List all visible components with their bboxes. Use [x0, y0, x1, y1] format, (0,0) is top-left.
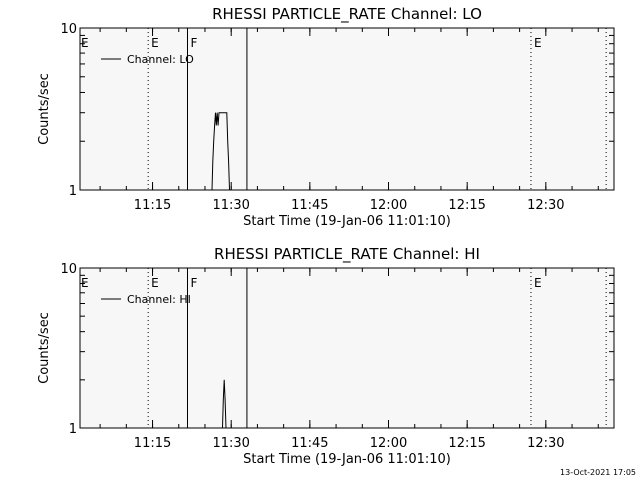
y-tick-label: 1	[69, 422, 77, 437]
marker-label: E	[534, 276, 542, 290]
x-tick-label: 12:00	[370, 436, 407, 451]
y-axis-label: Counts/sec	[37, 73, 52, 145]
x-tick-label: 12:15	[448, 436, 485, 451]
plot-area	[80, 268, 614, 428]
x-tick-label: 11:45	[291, 198, 328, 213]
x-tick-label: 12:15	[448, 198, 485, 213]
x-axis-label: Start Time (19-Jan-06 11:01:10)	[243, 214, 451, 229]
x-tick-label: 11:30	[212, 198, 249, 213]
legend-label: Channel: HI	[127, 293, 191, 306]
timestamp-label: 13-Oct-2021 17:05	[560, 468, 636, 477]
plot-frame	[79, 27, 615, 191]
chart-panel-lo: RHESSI PARTICLE_RATE Channel: LO 11:15 11:…	[37, 5, 615, 229]
marker-label: F	[190, 36, 197, 50]
y-axis-label: Counts/sec	[37, 312, 52, 384]
x-tick-label: 11:15	[134, 436, 171, 451]
edge-marker-label: E	[81, 276, 89, 290]
marker-label: E	[151, 36, 159, 50]
marker-label: F	[190, 276, 197, 290]
legend-label: Channel: LO	[127, 53, 194, 66]
plot-area	[80, 28, 614, 190]
edge-marker-label: E	[81, 36, 89, 50]
marker-label: E	[151, 276, 159, 290]
x-tick-label: 12:30	[527, 198, 564, 213]
x-tick-label: 11:30	[212, 436, 249, 451]
chart-panel-hi: RHESSI PARTICLE_RATE Channel: HI 11:15 11:…	[37, 245, 615, 467]
x-tick-label: 11:15	[134, 198, 171, 213]
marker-label: E	[534, 36, 542, 50]
x-tick-label: 12:00	[370, 198, 407, 213]
x-axis-label: Start Time (19-Jan-06 11:01:10)	[243, 452, 451, 467]
chart-title: RHESSI PARTICLE_RATE Channel: LO	[212, 5, 482, 24]
chart-title: RHESSI PARTICLE_RATE Channel: HI	[214, 245, 480, 264]
y-tick-label: 10	[60, 22, 77, 37]
y-tick-label: 10	[60, 262, 77, 277]
x-tick-label: 12:30	[527, 436, 564, 451]
x-tick-label: 11:45	[291, 436, 328, 451]
series-line	[211, 112, 230, 191]
y-tick-label: 1	[69, 184, 77, 199]
plot-frame	[79, 267, 615, 429]
series-line	[222, 379, 227, 429]
